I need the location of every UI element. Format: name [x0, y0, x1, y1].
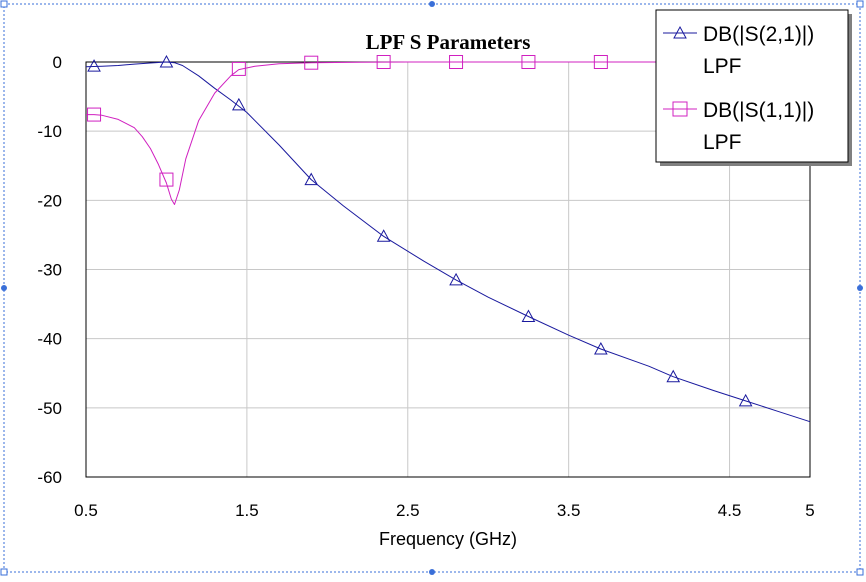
handle-top-right[interactable]: [856, 0, 864, 8]
data-point-s21: [87, 59, 101, 72]
data-point-s21: [304, 172, 319, 186]
legend-label-s21-line1: DB(|S(2,1)|): [703, 23, 814, 46]
data-point-s21: [738, 393, 753, 407]
data-point-s11: [304, 55, 319, 70]
data-point-s21: [666, 369, 681, 383]
y-tick-label: -50: [37, 399, 62, 418]
y-tick-label: -20: [37, 191, 62, 210]
x-axis-label: Frequency (GHz): [379, 529, 517, 549]
legend-label-s21-line2: LPF: [703, 55, 742, 78]
x-tick-label: 1.5: [235, 501, 259, 520]
series-group: [85, 54, 811, 423]
legend-label-s11-line2: LPF: [703, 131, 742, 154]
handle-bottom-left[interactable]: [0, 568, 8, 576]
y-tick-labels: 0 -10 -20 -30 -40 -50 -60: [37, 53, 62, 487]
series-line-s11: [86, 61, 810, 205]
data-point-s11: [449, 55, 464, 69]
x-tick-label: 3.5: [557, 501, 581, 520]
data-point-s11: [87, 107, 102, 122]
x-tick-label: 5: [805, 501, 814, 520]
legend-box: [655, 9, 849, 163]
legend-label-s11-line1: DB(|S(1,1)|): [703, 99, 814, 122]
y-tick-label: -40: [37, 330, 62, 349]
legend-marker-s11: [672, 101, 688, 117]
series-line-s21: [85, 61, 811, 423]
data-point-s21: [449, 272, 463, 286]
data-point-s21: [376, 229, 391, 242]
chart-title: LPF S Parameters: [366, 30, 531, 54]
data-point-s21: [594, 341, 608, 355]
x-tick-label: 0.5: [74, 501, 98, 520]
legend-marker-s21: [673, 25, 687, 39]
y-tick-label: -10: [37, 122, 62, 141]
y-tick-label: -30: [37, 261, 62, 280]
handle-top-middle[interactable]: [429, 1, 435, 7]
handle-bottom-right[interactable]: [856, 568, 864, 576]
data-point-s11: [376, 55, 391, 69]
data-point-s11: [159, 172, 174, 187]
handle-right-middle[interactable]: [857, 285, 863, 291]
x-tick-label: 4.5: [718, 501, 742, 520]
handle-top-left[interactable]: [0, 0, 8, 8]
legend: DB(|S(2,1)|) LPF DB(|S(1,1)|) LPF: [655, 9, 852, 166]
handle-left-middle[interactable]: [1, 285, 7, 291]
data-point-s11: [521, 55, 536, 69]
y-tick-label: 0: [53, 53, 62, 72]
x-tick-labels: 0.5 1.5 2.5 3.5 4.5 5: [74, 501, 815, 520]
data-point-s21: [159, 54, 174, 68]
x-tick-label: 2.5: [396, 501, 420, 520]
handle-bottom-middle[interactable]: [429, 569, 435, 575]
data-point-s21: [232, 97, 246, 111]
data-point-s11: [231, 61, 246, 76]
y-tick-label: -60: [37, 468, 62, 487]
data-point-s11: [593, 55, 608, 69]
data-point-s21: [521, 309, 536, 323]
